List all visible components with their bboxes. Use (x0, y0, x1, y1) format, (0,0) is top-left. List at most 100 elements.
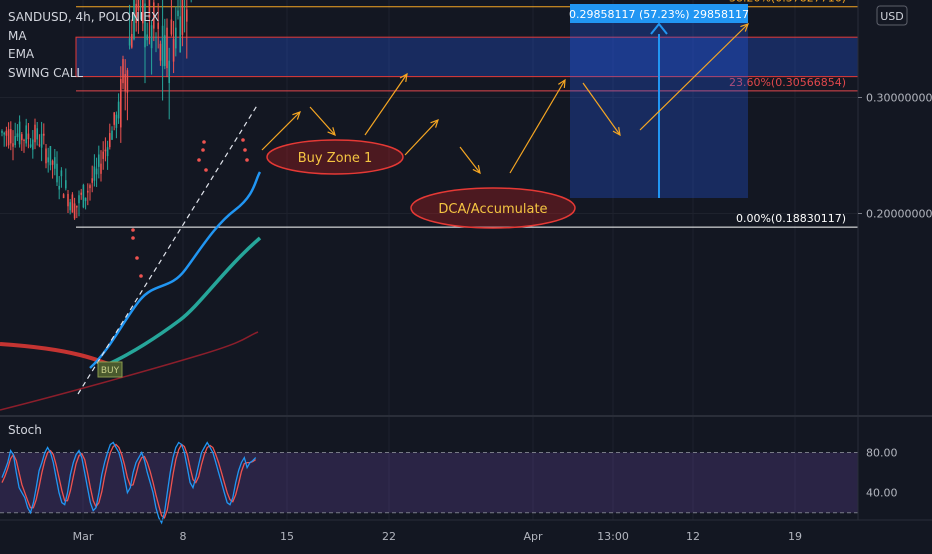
candle-body (28, 134, 30, 140)
time-tick-label: 13:00 (597, 530, 629, 543)
candle-body (107, 147, 109, 156)
swing-dot (204, 168, 208, 172)
time-tick-label: 12 (686, 530, 700, 543)
candle-body (131, 34, 133, 47)
fib-label: 38.20%(0.37827716) (729, 0, 846, 5)
candle-body (39, 145, 41, 146)
candle-body (25, 125, 27, 143)
buy-zone-label: Buy Zone 1 (298, 151, 372, 166)
candle-body (164, 35, 166, 66)
candle-body (111, 131, 113, 140)
candle-body (129, 38, 131, 45)
candle-body (52, 161, 54, 165)
candle-body (124, 74, 126, 91)
measure-label: 0.29858117 (57.23%) 29858117 (569, 8, 749, 21)
stoch-title: Stoch (8, 423, 42, 437)
candle-body (155, 37, 157, 38)
candle-body (72, 194, 74, 212)
candle-body (32, 139, 34, 149)
candle-body (21, 134, 23, 140)
candle-body (74, 203, 76, 218)
candle-body (96, 169, 98, 175)
candle-body (89, 185, 91, 188)
fib-label: 0.00%(0.18830117) (736, 212, 846, 225)
stoch-tick-label: 80.00 (866, 447, 898, 460)
candle-body (6, 131, 8, 136)
dca-label: DCA/Accumulate (438, 202, 547, 217)
indicator-ma[interactable]: MA (8, 29, 27, 43)
candle-body (105, 150, 107, 152)
candle-body (8, 129, 10, 145)
stoch-tick-label: 40.00 (866, 487, 898, 500)
candle-body (146, 35, 148, 41)
candle-body (54, 157, 56, 169)
candle-body (162, 26, 164, 66)
candle-body (102, 152, 104, 159)
swing-dot (135, 256, 139, 260)
candle-body (3, 133, 5, 135)
candle-body (10, 129, 12, 143)
swing-dot (131, 236, 135, 240)
candle-body (120, 79, 122, 127)
candle-body (177, 11, 179, 17)
candle-body (127, 70, 129, 93)
currency-label: USD (880, 10, 904, 23)
candle-body (14, 136, 16, 145)
candle-body (58, 186, 60, 190)
candle-body (116, 115, 118, 128)
candle-body (182, 0, 184, 35)
indicator-swing-call[interactable]: SWING CALL (8, 66, 83, 80)
swing-dot (131, 228, 135, 232)
candle-body (118, 102, 120, 119)
candle-body (109, 133, 111, 147)
candle-body (61, 170, 63, 176)
candle-body (151, 25, 153, 48)
time-tick-label: Apr (523, 530, 543, 543)
candle-body (19, 122, 21, 145)
candle-body (171, 20, 173, 35)
candle-body (36, 128, 38, 139)
buy-tag-label: BUY (101, 366, 120, 376)
candle-body (12, 143, 14, 147)
price-tick-label: 0.20000000 (866, 208, 932, 221)
time-tick-label: 15 (280, 530, 294, 543)
candle-body (67, 194, 69, 206)
candle-body (85, 198, 87, 201)
candle-body (78, 195, 80, 203)
candle-body (56, 164, 58, 183)
candle-body (138, 0, 140, 11)
swing-dot (245, 158, 249, 162)
candle-body (34, 125, 36, 143)
buy-zone-annotation[interactable]: Buy Zone 1 (267, 140, 403, 174)
candle-body (166, 28, 168, 68)
swing-dot (201, 148, 205, 152)
candle-body (113, 112, 115, 124)
candle-body (65, 180, 67, 188)
candle-body (168, 61, 170, 83)
swing-dot (241, 138, 245, 142)
swing-dot (243, 148, 247, 152)
candle-body (76, 206, 78, 208)
candle-body (122, 59, 124, 83)
stoch-panel: 80.00 40.00 (0, 443, 898, 523)
currency-button[interactable]: USD (877, 6, 907, 25)
swing-dot (139, 274, 143, 278)
candle-body (173, 39, 175, 62)
candle-body (175, 28, 177, 49)
candle-body (91, 178, 93, 183)
dca-annotation[interactable]: DCA/Accumulate (411, 188, 575, 228)
candle-body (17, 133, 19, 137)
candle-body (100, 164, 102, 174)
time-tick-label: 8 (180, 530, 187, 543)
candle-body (94, 167, 96, 181)
candle-body (41, 134, 43, 148)
indicator-ema[interactable]: EMA (8, 47, 35, 61)
candle-body (50, 146, 52, 165)
candle-body (69, 202, 71, 210)
candle-body (63, 194, 65, 198)
candle-body (98, 154, 100, 166)
candle-body (23, 140, 25, 141)
swing-dot (197, 158, 201, 162)
